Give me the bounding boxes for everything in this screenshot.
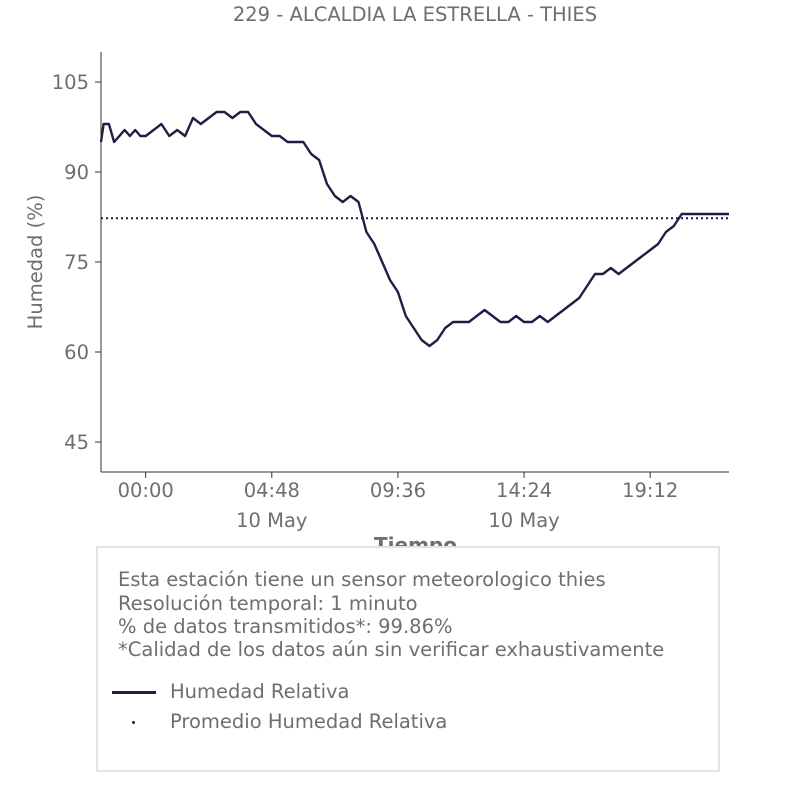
y-tick-label: 90: [64, 161, 89, 184]
series-group: [99, 110, 729, 348]
humidity-chart: 229 - ALCALDIA LA ESTRELLA - THIES Humed…: [24, 3, 729, 532]
y-tick-label: 105: [52, 71, 89, 94]
x-tick-label: 04:48: [244, 479, 300, 502]
info-box: Esta estación tiene un sensor meteorolog…: [96, 546, 720, 772]
y-tick-label: 75: [64, 251, 89, 274]
chart-title: 229 - ALCALDIA LA ESTRELLA - THIES: [233, 3, 597, 26]
x-ticks: 00:00 04:48 10 May 09:36 14:24 10 May 19:12: [118, 472, 678, 532]
legend-label-humedad: Humedad Relativa: [170, 680, 350, 703]
x-tick-label: 00:00: [118, 479, 174, 502]
y-tick-label: 60: [64, 341, 89, 364]
info-line-sensor: Esta estación tiene un sensor meteorolog…: [118, 568, 606, 591]
legend-label-promedio: Promedio Humedad Relativa: [170, 710, 448, 733]
x-tick-sublabel: 10 May: [488, 509, 559, 532]
y-ticks: 105 90 75 60 45: [52, 71, 101, 454]
y-axis-label: Humedad (%): [24, 195, 47, 330]
info-line-quality: *Calidad de los datos aún sin verificar …: [118, 638, 665, 661]
legend-item-promedio: Promedio Humedad Relativa: [110, 710, 610, 734]
x-tick-label: 19:12: [622, 479, 678, 502]
y-tick-label: 45: [64, 431, 89, 454]
legend-dot-swatch: [132, 721, 135, 724]
legend-line-swatch: [112, 691, 156, 694]
x-tick-label: 14:24: [496, 479, 552, 502]
series-line-humedad-relativa: [99, 110, 729, 348]
x-tick-label: 09:36: [370, 479, 426, 502]
x-tick-sublabel: 10 May: [236, 509, 307, 532]
info-line-transmitted: % de datos transmitidos*: 99.86%: [118, 615, 453, 638]
info-line-resolution: Resolución temporal: 1 minuto: [118, 592, 418, 615]
legend-item-humedad: Humedad Relativa: [110, 680, 610, 704]
